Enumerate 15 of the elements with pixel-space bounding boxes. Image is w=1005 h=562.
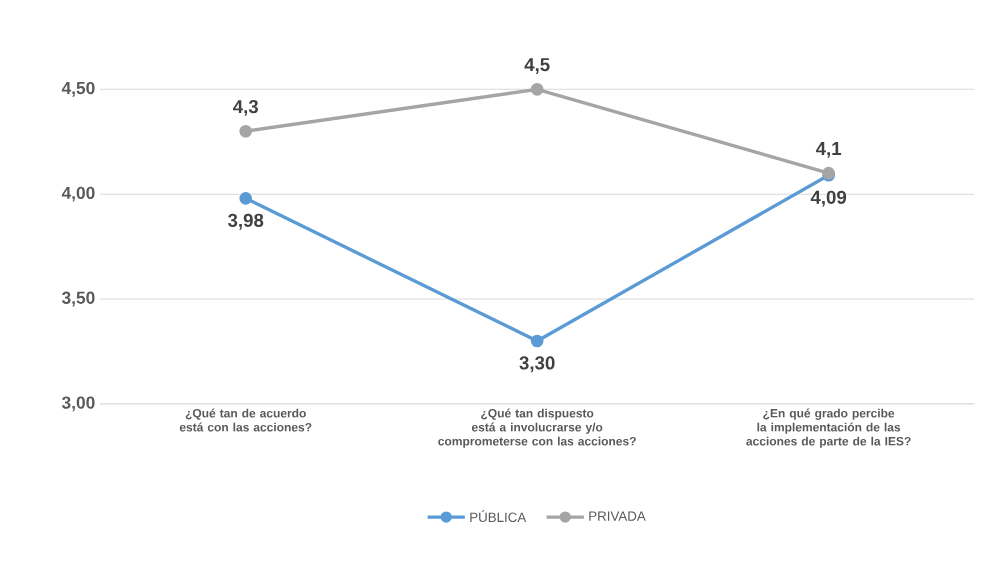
x-tick-label: ¿Qué tan de acuerdo está con las acciones? [179, 408, 312, 432]
x-tick-label: ¿Qué tan dispuesto está a involucrarse y/o comprometerse con las acciones? [438, 408, 636, 448]
data-label: 4,3 [233, 100, 258, 116]
y-tick-label: 3,00 [61, 396, 95, 412]
y-tick-label: 4,50 [61, 82, 95, 97]
data-label: 4,09 [810, 190, 847, 207]
legend-label: PÚBLICA [470, 510, 527, 523]
legend-label: PRIVADA [589, 511, 646, 521]
data-label: 3,30 [519, 356, 555, 373]
y-tick-label: 3,50 [61, 291, 95, 307]
y-tick-label: 4,00 [61, 186, 95, 202]
data-label: 4,5 [524, 58, 550, 75]
data-label: 4,1 [815, 142, 842, 158]
x-tick-label: ¿En qué grado percibe la implementación de las acciones de parte de la IES? [746, 408, 911, 448]
data-label: 3,98 [227, 213, 264, 230]
